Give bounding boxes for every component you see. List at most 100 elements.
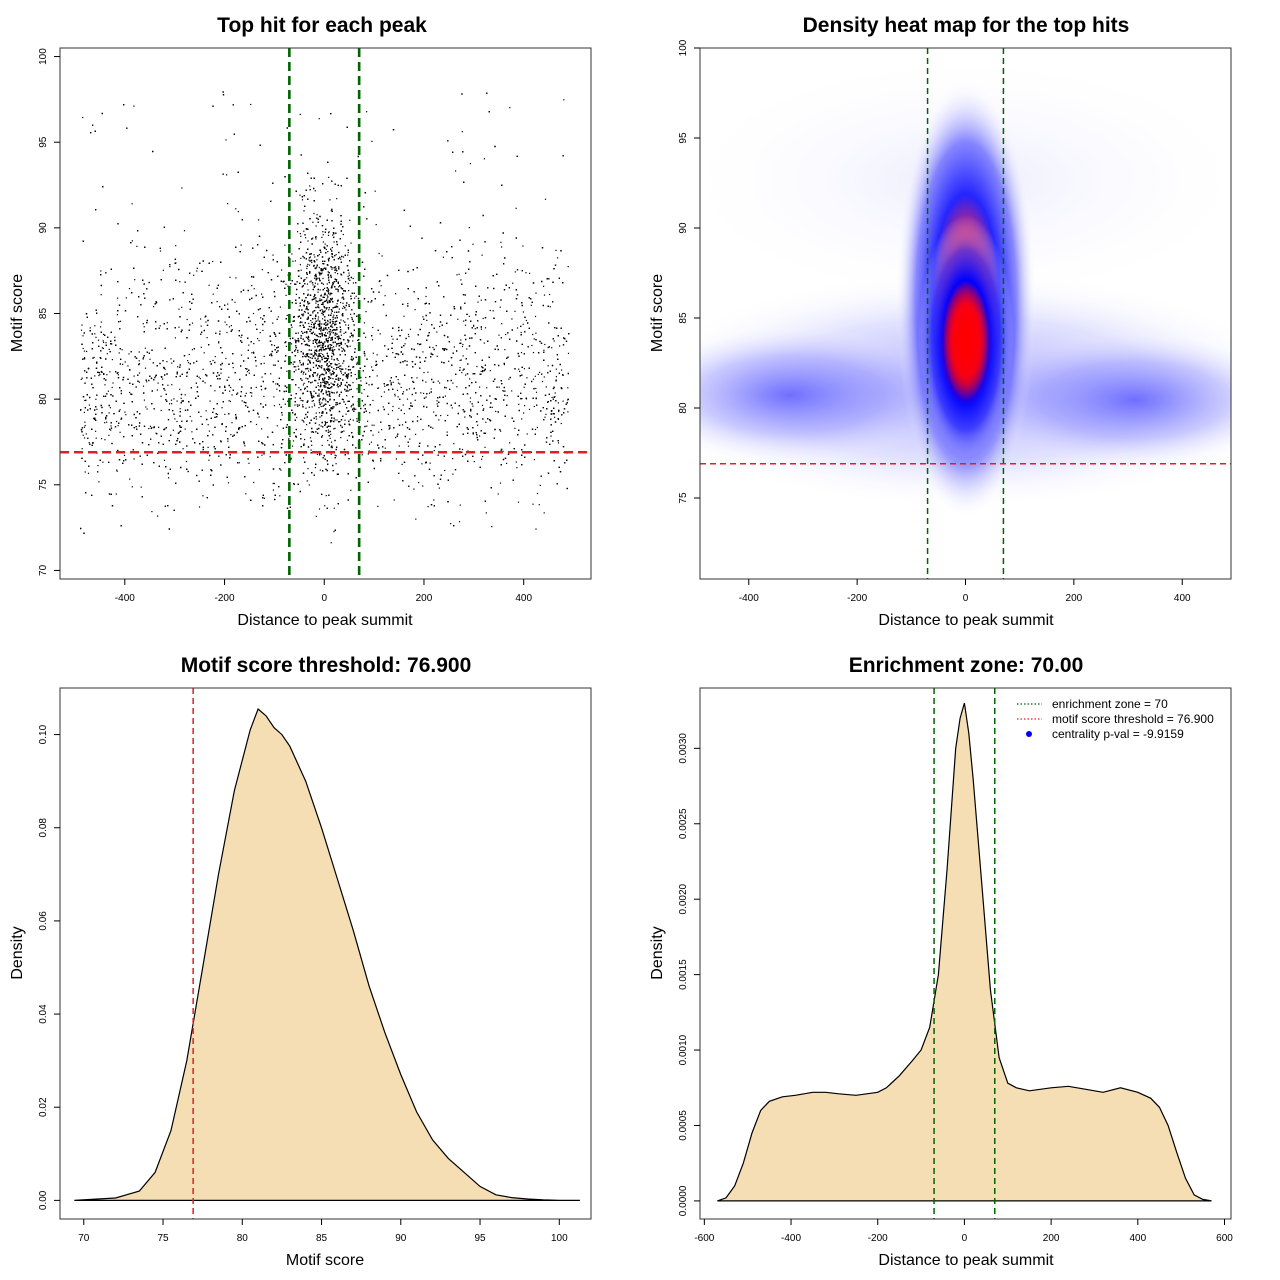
scatter-point [285, 294, 287, 296]
scatter-point [342, 347, 344, 350]
scatter-point [229, 276, 231, 278]
scatter-point [479, 435, 481, 437]
scatter-point [532, 352, 535, 354]
scatter-point [106, 421, 108, 423]
scatter-point [327, 277, 330, 279]
scatter-point [409, 328, 412, 330]
scatter-point [323, 287, 326, 289]
scatter-point [309, 281, 311, 283]
scatter-point [307, 289, 309, 291]
scatter-point [495, 410, 497, 412]
scatter-point [363, 350, 365, 353]
scatter-point [272, 322, 274, 324]
scatter-point [227, 203, 229, 205]
scatter-point [173, 398, 175, 400]
scatter-point [328, 309, 330, 311]
scatter-point [100, 326, 102, 328]
scatter-point [375, 224, 377, 226]
scatter-point [295, 293, 297, 295]
scatter-point [128, 288, 131, 290]
scatter-point [331, 363, 333, 365]
scatter-point [333, 507, 335, 509]
scatter-point [337, 339, 339, 341]
scatter-point [318, 424, 320, 426]
scatter-point [351, 409, 354, 411]
scatter-point [320, 333, 322, 335]
scatter-point [334, 419, 336, 421]
scatter-point [143, 326, 145, 328]
scatter-point [416, 377, 418, 379]
scatter-point [82, 434, 84, 436]
scatter-point [404, 343, 406, 345]
scatter-point [314, 405, 316, 407]
scatter-point [214, 390, 216, 392]
scatter-point [327, 376, 329, 378]
scatter-point [388, 428, 390, 430]
scatter-point [328, 276, 330, 278]
scatter-point [326, 298, 328, 300]
scatter-point [226, 174, 228, 176]
scatter-point [320, 294, 322, 296]
scatter-point [329, 409, 331, 411]
scatter-point [319, 272, 321, 274]
scatter-point [329, 372, 331, 374]
scatter-point [104, 439, 106, 441]
scatter-point [433, 499, 435, 501]
scatter-point [325, 373, 327, 375]
scatter-point [394, 395, 396, 397]
scatter-point [356, 388, 358, 390]
scatter-point [83, 426, 85, 428]
scatter-point [319, 279, 321, 281]
scatter-point [116, 470, 118, 472]
scatter-point [181, 306, 183, 308]
scatter-point [381, 429, 383, 431]
scatter-point [178, 308, 180, 310]
scatter-point [327, 234, 330, 236]
scatter-points [80, 91, 570, 544]
scatter-point [318, 508, 321, 510]
scatter-point [554, 396, 556, 398]
scatter-point [144, 367, 147, 369]
scatter-point [270, 373, 272, 375]
scatter-point [325, 361, 327, 363]
scatter-point [119, 320, 122, 322]
scatter-point [216, 301, 218, 303]
scatter-point [533, 338, 535, 340]
scatter-point [347, 254, 349, 256]
scatter-point [374, 190, 376, 192]
scatter-point [330, 407, 332, 409]
scatter-point [316, 375, 318, 377]
scatter-point [352, 277, 354, 280]
scatter-point [259, 332, 261, 334]
scatter-point [263, 355, 265, 357]
scatter-point [328, 289, 330, 291]
scatter-point [352, 366, 354, 368]
scatter-point [459, 359, 461, 361]
scatter-point [307, 240, 309, 242]
scatter-point [348, 272, 350, 274]
scatter-point [422, 351, 424, 353]
scatter-point [108, 434, 110, 436]
scatter-point [180, 397, 182, 399]
scatter-point [277, 316, 279, 318]
scatter-point [327, 344, 329, 346]
scatter-point [130, 393, 132, 395]
scatter-point [321, 323, 323, 325]
scatter-point [133, 458, 135, 460]
scatter-point [320, 303, 323, 305]
scatter-point [444, 395, 446, 397]
scatter-point [371, 339, 374, 341]
scatter-point [229, 390, 231, 392]
scatter-point [310, 431, 313, 433]
scatter-point [263, 395, 265, 397]
scatter-point [117, 425, 119, 427]
scatter-point [314, 339, 316, 341]
scatter-point [97, 339, 100, 341]
scatter-point [393, 499, 395, 501]
scatter-point [557, 442, 560, 444]
scatter-point [312, 284, 314, 286]
scatter-point [315, 225, 317, 227]
scatter-point [307, 263, 309, 265]
scatter-point [249, 392, 251, 394]
scatter-point [219, 330, 221, 332]
